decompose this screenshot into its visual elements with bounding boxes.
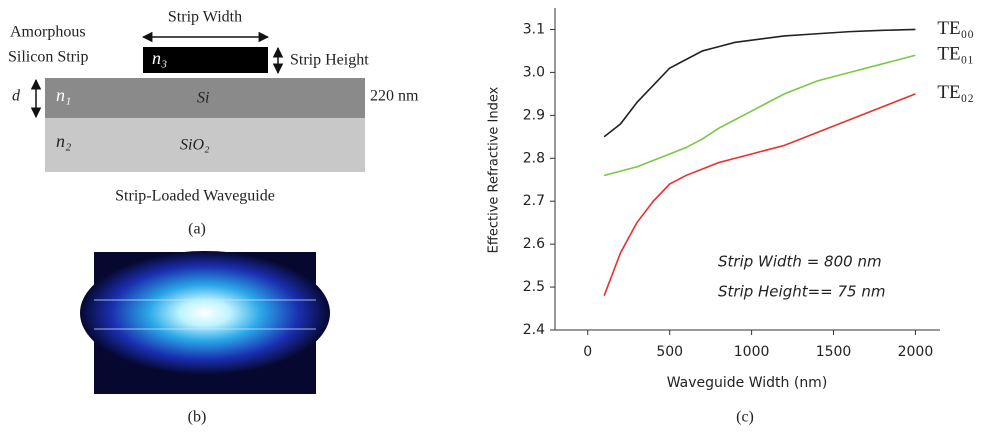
x-tick-label: 500 [656, 344, 683, 360]
series-line [603, 54, 916, 177]
x-tick-label: 1000 [734, 344, 770, 360]
strip-label: Amorphous [10, 24, 86, 41]
panel-b: (b) [80, 251, 330, 426]
x-axis-label: Waveguide Width (nm) [667, 375, 828, 391]
d-label: d [12, 88, 21, 105]
si-label: Si [197, 90, 209, 107]
sio2-layer [45, 118, 365, 172]
width-label: Strip Width [168, 9, 242, 26]
panel-label: (c) [736, 409, 754, 426]
panel-label: (b) [188, 409, 207, 426]
series-line [603, 28, 916, 138]
y-tick-label: 2.6 [523, 236, 545, 252]
height-label: Strip Height [290, 52, 369, 69]
y-tick-label: 2.4 [523, 322, 545, 338]
y-tick-label: 2.5 [523, 279, 545, 295]
y-tick-label: 2.9 [523, 107, 545, 123]
y-axis-label: Effective Refractive Index [487, 86, 502, 253]
x-tick-label: 1500 [816, 344, 852, 360]
x-tick-label: 0 [583, 344, 592, 360]
annotation: Strip Width = 800 nm [718, 253, 882, 271]
chart: (c) Waveguide Width (nm) Effective Refra… [487, 8, 974, 426]
series-label: TE₀₀ [937, 18, 973, 39]
strip [143, 47, 268, 73]
y-tick-label: 2.7 [523, 193, 545, 209]
y-tick-label: 2.8 [523, 150, 545, 166]
n1: n₁ [56, 85, 71, 105]
y-tick-label: 3.1 [523, 21, 545, 37]
n3: n₃ [152, 48, 167, 68]
caption: Strip-Loaded Waveguide [115, 188, 275, 205]
x-tick-label: 2000 [898, 344, 934, 360]
sio2-label: SiO₂ [180, 137, 210, 154]
series-label: TE₀₂ [937, 82, 973, 103]
panel-label: (a) [188, 221, 206, 238]
panel-a: Amorphous Silicon Strip Strip Width n₃ S… [8, 9, 419, 238]
mode-glow [80, 251, 330, 375]
series-label: TE₀₁ [937, 44, 973, 65]
annotation: Strip Height== 75 nm [718, 283, 886, 301]
strip-label: Silicon Strip [8, 49, 88, 66]
si-layer [45, 78, 365, 118]
y-tick-label: 3.0 [523, 64, 545, 80]
n2: n₂ [56, 131, 71, 151]
series-line [603, 93, 916, 296]
thickness-label: 220 nm [370, 88, 419, 105]
